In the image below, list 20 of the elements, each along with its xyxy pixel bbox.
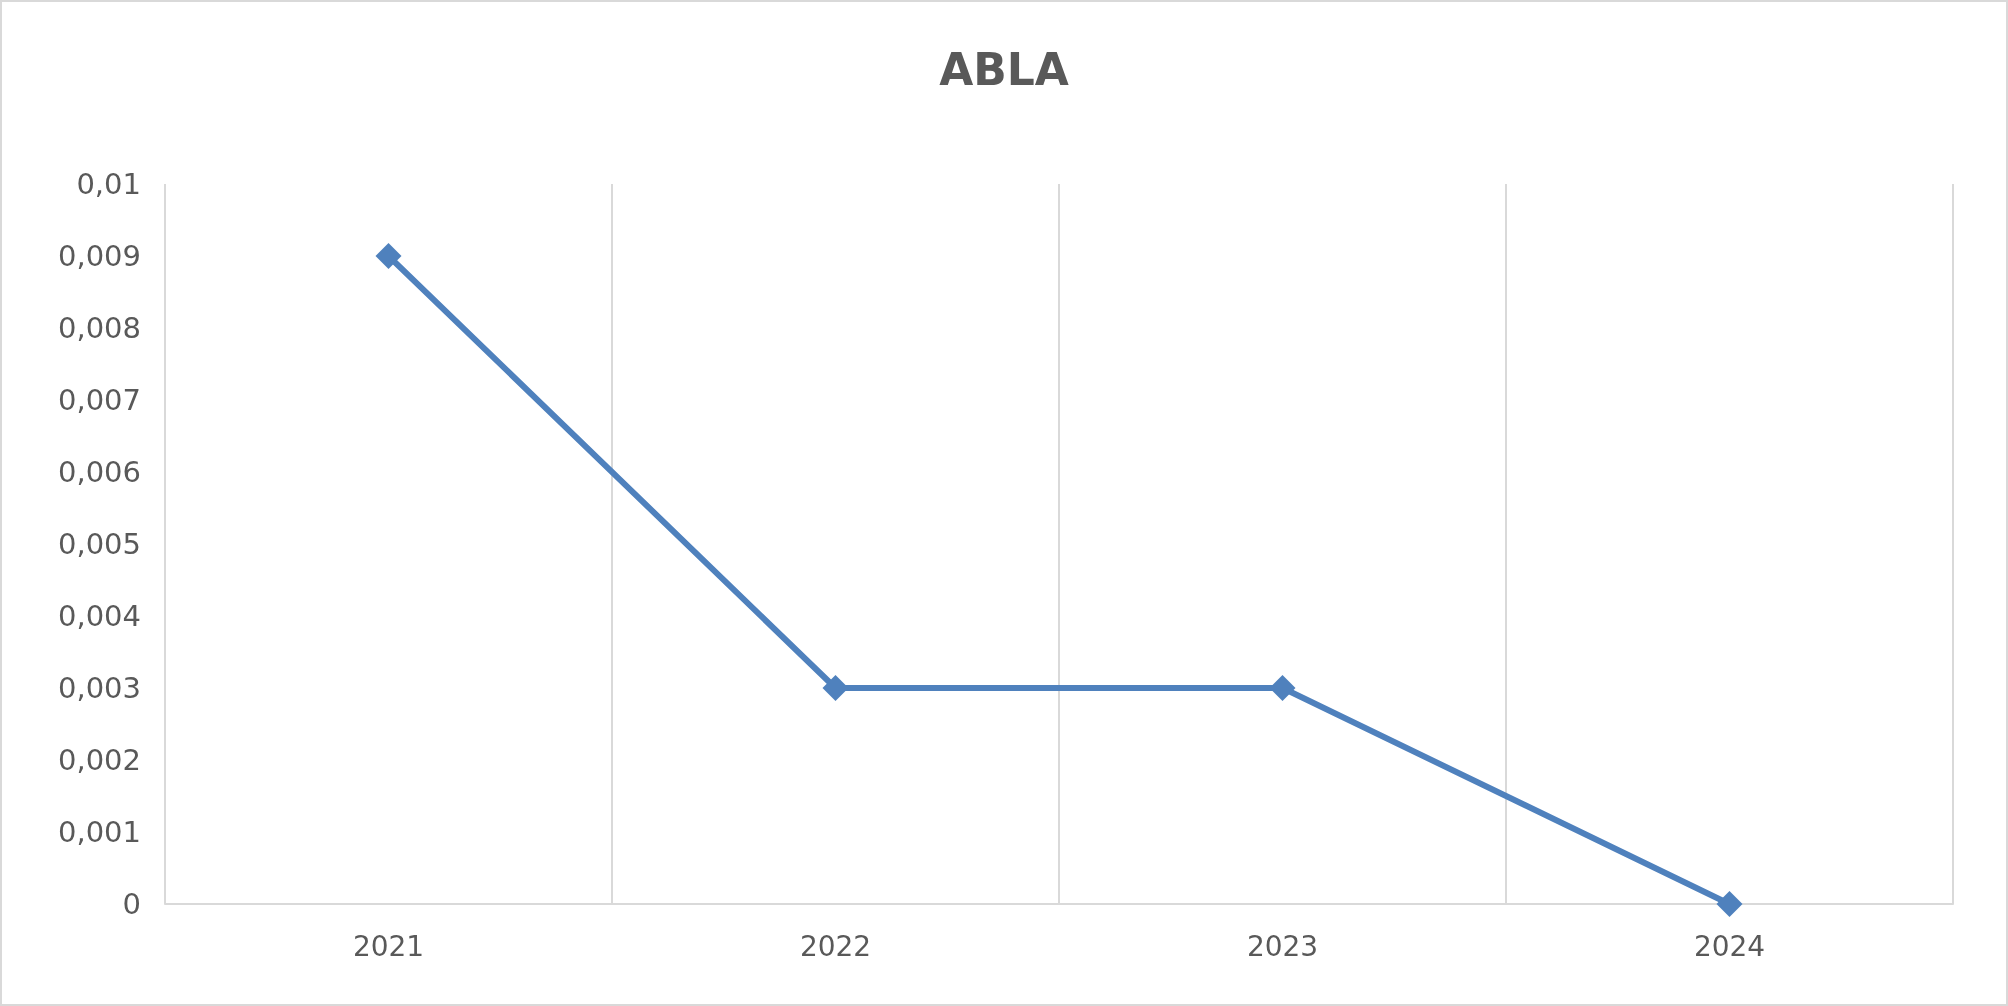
x-tick-label: 2021 bbox=[352, 929, 425, 963]
point bbox=[822, 675, 849, 701]
point bbox=[375, 243, 402, 269]
y-tick-label: 0,001 bbox=[57, 815, 141, 849]
y-tick-label: 0 bbox=[122, 887, 141, 921]
y-tick-label: 0,002 bbox=[57, 743, 141, 777]
y-tick-label: 0,008 bbox=[57, 311, 141, 345]
chart-title: ABLA bbox=[939, 43, 1069, 95]
y-tick-label: 0,009 bbox=[57, 239, 141, 273]
y-tick-label: 0,004 bbox=[57, 599, 141, 633]
x-tick-label: 2022 bbox=[799, 929, 872, 963]
x-tick-label: 2024 bbox=[1693, 929, 1766, 963]
x-tick-label: 2023 bbox=[1246, 929, 1319, 963]
y-tick-label: 0,005 bbox=[57, 527, 141, 561]
point bbox=[1269, 675, 1296, 701]
y-tick-label: 0,007 bbox=[57, 383, 141, 417]
y-tick-label: 0,006 bbox=[57, 455, 141, 489]
point bbox=[1716, 891, 1743, 917]
y-tick-label: 0,01 bbox=[76, 167, 141, 201]
y-tick-label: 0,003 bbox=[57, 671, 141, 705]
